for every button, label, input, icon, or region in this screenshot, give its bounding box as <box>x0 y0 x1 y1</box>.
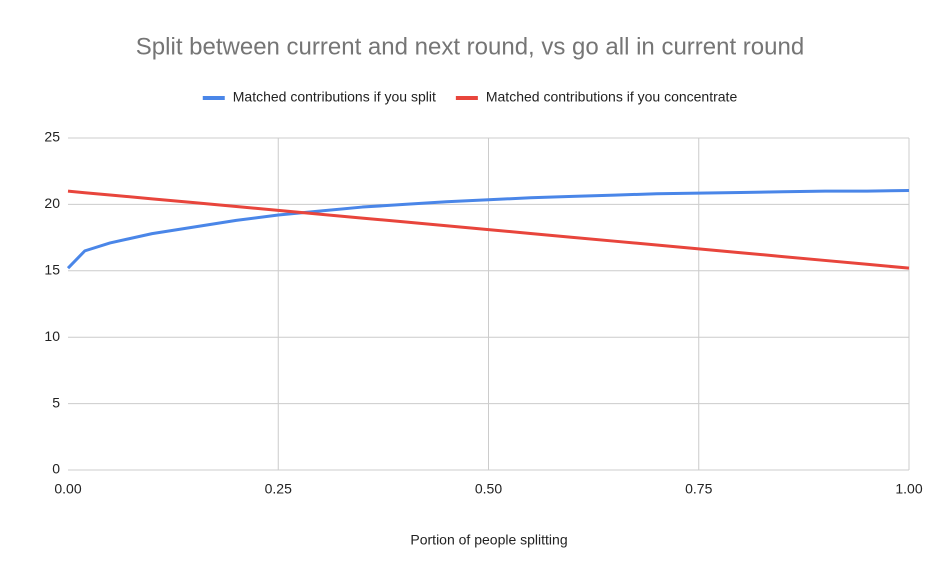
legend-label: Matched contributions if you split <box>233 89 436 105</box>
x-tick-label: 0.25 <box>265 481 292 497</box>
y-tick-label: 10 <box>44 328 60 344</box>
legend-label: Matched contributions if you concentrate <box>486 89 738 105</box>
y-tick-label: 5 <box>52 394 60 410</box>
y-tick-label: 25 <box>44 129 60 145</box>
x-tick-label: 0.50 <box>475 481 502 497</box>
x-axis-title: Portion of people splitting <box>410 532 567 548</box>
series-line <box>66 188 910 270</box>
x-tick-label: 0.75 <box>685 481 712 497</box>
y-tick-label: 0 <box>52 461 60 477</box>
series-line <box>67 189 910 270</box>
y-tick-label: 15 <box>44 262 60 278</box>
x-tick-label: 0.00 <box>54 481 81 497</box>
x-tick-label: 1.00 <box>895 481 922 497</box>
chart-title: Split between current and next round, vs… <box>136 33 804 60</box>
y-tick-label: 20 <box>44 195 60 211</box>
